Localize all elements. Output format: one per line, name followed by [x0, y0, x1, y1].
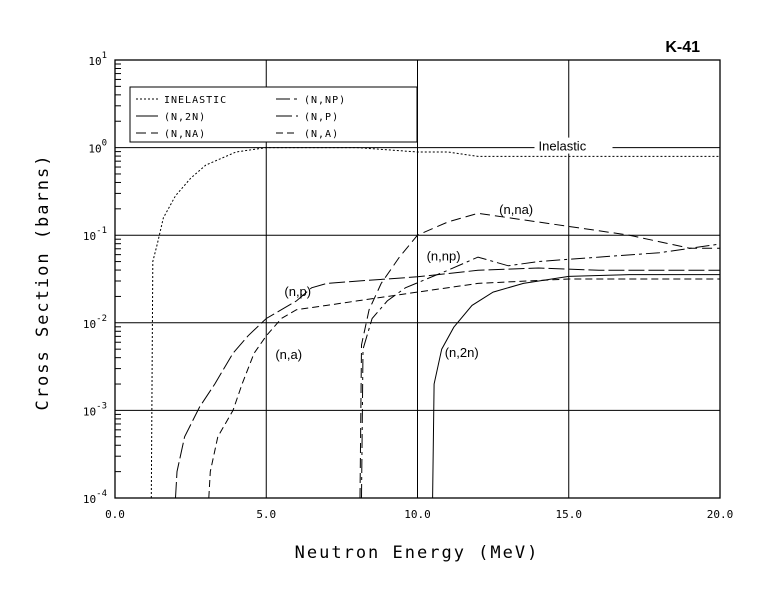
chart-title: K-41 — [665, 39, 700, 56]
y-tick-label: 10-3 — [83, 401, 107, 418]
x-axis-title: Neutron Energy (MeV) — [295, 543, 540, 563]
y-axis-title: Cross Section (barns) — [33, 154, 53, 411]
plot-frame — [114, 59, 721, 499]
series-line — [432, 274, 720, 499]
x-tick-label: 5.0 — [256, 508, 276, 521]
curve-annotation: (n,2n) — [445, 345, 479, 360]
legend: INELASTIC (N,2N) (N,NA) (N,NP) (N,P) (N,A) — [129, 86, 418, 143]
series-line — [208, 278, 720, 499]
annotation-mask — [534, 137, 613, 154]
x-tick-label: 15.0 — [556, 508, 583, 521]
curve-annotation: (n,na) — [499, 202, 533, 217]
x-tick-label: 0.0 — [105, 508, 125, 521]
series-line — [359, 212, 720, 499]
y-tick-labels: 10-4 10-3 10-2 10-1 100 101 — [83, 51, 107, 506]
legend-label: (N,NP) — [304, 95, 346, 106]
y-tick-label: 100 — [88, 139, 107, 156]
curve-annotation: (n,np) — [427, 248, 461, 263]
series-line — [361, 243, 721, 499]
legend-box — [129, 86, 418, 143]
x-tick-label: 20.0 — [707, 508, 734, 521]
legend-label: (N,NA) — [164, 129, 206, 140]
legend-label: INELASTIC — [164, 95, 227, 106]
y-tick-label: 10-1 — [83, 226, 107, 243]
series-curves — [150, 147, 721, 499]
curve-annotation: (n,a) — [275, 347, 302, 362]
legend-label: (N,P) — [304, 112, 339, 123]
legend-label: (N,A) — [304, 129, 339, 140]
x-tick-labels: 0.0 5.0 10.0 15.0 20.0 — [105, 508, 733, 521]
y-tick-label: 10-4 — [83, 489, 107, 506]
annotations: Inelastic (n,na) (n,np) (n,p) (n,a) (n,2n) — [275, 137, 613, 362]
x-tick-label: 10.0 — [404, 508, 431, 521]
series-line — [150, 147, 720, 499]
curve-annotation: Inelastic — [539, 139, 587, 154]
curve-annotation: (n,p) — [284, 284, 311, 299]
y-tick-label: 101 — [88, 51, 107, 68]
legend-label: (N,2N) — [164, 112, 206, 123]
series-line — [175, 267, 720, 499]
y-tick-label: 10-2 — [83, 314, 107, 331]
